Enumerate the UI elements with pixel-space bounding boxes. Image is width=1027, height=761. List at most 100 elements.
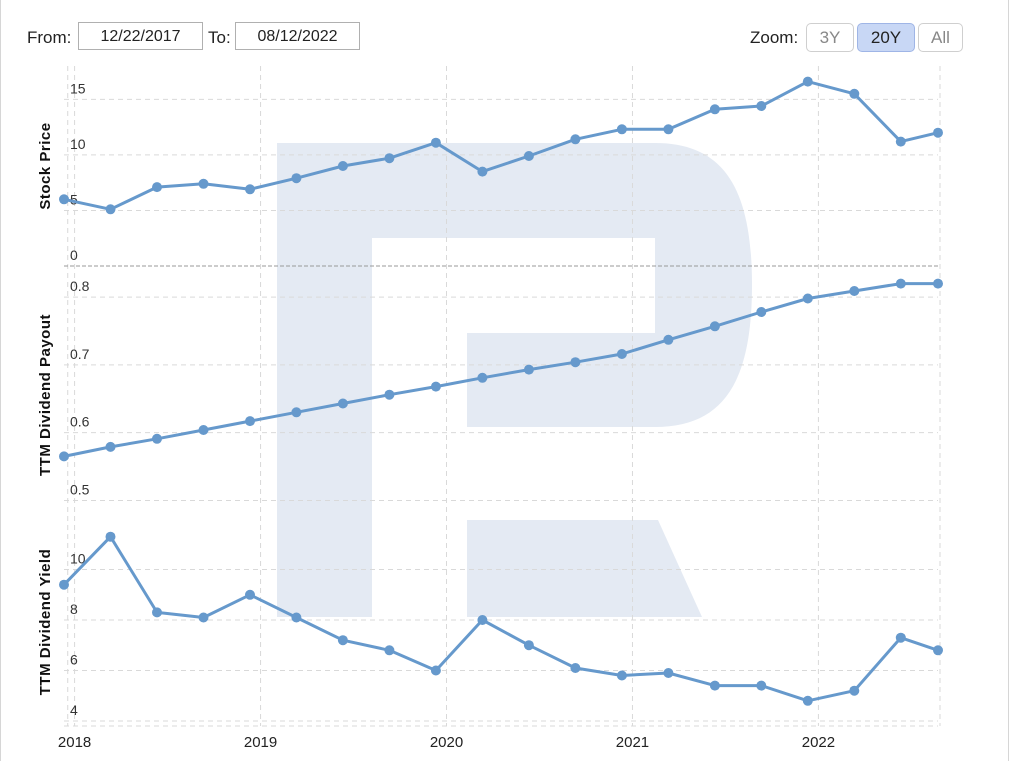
stock-price-data-point[interactable] <box>337 161 348 171</box>
dividend-payout-data-point[interactable] <box>933 278 943 289</box>
dividend-payout-axis-label: TTM Dividend Payout <box>37 314 54 476</box>
stock-price-data-point[interactable] <box>291 173 302 184</box>
dividend-yield-panel: 4 6 8 10 TTM Dividend Yield <box>37 531 943 722</box>
stock-price-data-point[interactable] <box>802 76 813 87</box>
dividend-yield-data-point[interactable] <box>384 645 395 656</box>
dividend-payout-data-point[interactable] <box>291 407 302 418</box>
dividend-yield-data-point[interactable] <box>849 685 860 696</box>
y-tick-label: 0.5 <box>70 481 90 497</box>
dividend-payout-data-point[interactable] <box>59 451 69 462</box>
x-axis: 2018 2019 2020 2021 2022 <box>58 725 938 751</box>
stock-price-data-point[interactable] <box>198 178 209 189</box>
dividend-payout-data-point[interactable] <box>337 398 348 409</box>
dividend-payout-data-point[interactable] <box>384 389 395 400</box>
stock-price-data-point[interactable] <box>663 124 674 135</box>
dividend-yield-data-point[interactable] <box>709 680 720 691</box>
stock-price-data-point[interactable] <box>709 104 720 115</box>
dividend-yield-data-point[interactable] <box>523 640 534 651</box>
dividend-payout-data-point[interactable] <box>570 357 581 368</box>
frame-left-border <box>0 0 1 761</box>
dividend-payout-series-line <box>63 282 938 458</box>
dividend-payout-panel: 0.5 0.6 0.7 0.8 TTM Dividend Payout <box>37 278 943 501</box>
stock-price-data-point[interactable] <box>616 124 627 135</box>
stock-price-data-point[interactable] <box>570 134 581 145</box>
to-date-input[interactable]: 08/12/2022 <box>235 22 360 50</box>
dividend-yield-data-point[interactable] <box>663 668 674 678</box>
dividend-payout-data-point[interactable] <box>430 381 441 392</box>
dividend-yield-data-point[interactable] <box>59 579 69 590</box>
dividend-yield-data-point[interactable] <box>198 612 209 623</box>
dividend-payout-data-point[interactable] <box>152 433 162 444</box>
dividend-yield-data-point[interactable] <box>430 665 441 676</box>
stock-price-data-point[interactable] <box>933 127 943 138</box>
x-tick-label: 2020 <box>430 734 463 751</box>
dividend-payout-data-point[interactable] <box>616 349 627 359</box>
y-tick-label: 10 <box>70 551 86 567</box>
stock-price-series-line <box>63 80 939 211</box>
dividend-payout-data-point[interactable] <box>663 334 674 345</box>
x-tick-label: 2019 <box>244 734 277 751</box>
y-tick-label: 0.8 <box>70 278 90 294</box>
stock-price-data-point[interactable] <box>59 194 69 205</box>
stock-price-data-point[interactable] <box>895 136 906 147</box>
x-tick-label: 2021 <box>616 734 649 751</box>
stock-price-data-point[interactable] <box>384 153 395 164</box>
dividend-payout-data-point[interactable] <box>709 321 720 332</box>
y-tick-label: 8 <box>70 601 78 617</box>
y-tick-label: 10 <box>70 136 86 152</box>
dividend-yield-data-point[interactable] <box>477 615 488 625</box>
stock-price-panel: 0 5 10 15 Stock Price <box>37 76 943 267</box>
stock-price-data-point[interactable] <box>756 101 767 111</box>
dividend-yield-data-point[interactable] <box>933 645 943 656</box>
dividend-yield-data-point[interactable] <box>105 531 116 542</box>
dividend-yield-data-point[interactable] <box>756 680 767 691</box>
dividend-yield-data-point[interactable] <box>616 670 627 681</box>
y-tick-label: 0.6 <box>70 414 90 430</box>
stock-price-axis-label: Stock Price <box>37 122 54 209</box>
chart-grid <box>67 66 941 726</box>
stock-price-data-point[interactable] <box>152 182 162 193</box>
x-tick-label: 2018 <box>58 734 91 751</box>
x-tick-label: 2022 <box>802 734 835 751</box>
zoom-label: Zoom: <box>750 28 799 47</box>
dividend-payout-data-point[interactable] <box>895 278 906 289</box>
dividend-payout-data-point[interactable] <box>523 364 534 375</box>
dividend-payout-data-point[interactable] <box>245 416 255 427</box>
y-tick-label: 6 <box>70 651 78 667</box>
dividend-payout-data-point[interactable] <box>849 286 860 296</box>
dividend-payout-data-point[interactable] <box>477 372 488 383</box>
from-label: From: <box>27 28 72 47</box>
dividend-yield-data-point[interactable] <box>291 612 302 623</box>
watermark-logo <box>277 143 752 617</box>
dividend-yield-data-point[interactable] <box>337 635 348 646</box>
dividend-yield-data-point[interactable] <box>570 663 581 673</box>
stock-price-data-point[interactable] <box>105 204 116 215</box>
dividend-yield-data-point[interactable] <box>152 607 162 618</box>
zoom-all-button[interactable]: All <box>918 23 963 52</box>
to-label: To: <box>208 28 231 47</box>
dividend-yield-series-line <box>62 535 939 703</box>
dividend-yield-data-point[interactable] <box>802 695 813 706</box>
dividend-payout-data-point[interactable] <box>105 441 116 452</box>
frame-right-border <box>1008 0 1009 761</box>
dividend-payout-data-point[interactable] <box>198 425 209 435</box>
dividend-yield-data-point[interactable] <box>895 632 906 643</box>
chart-panels: 0 5 10 15 Stock Price 0.5 0.6 0.7 0.8 TTM Dividen… <box>37 76 943 722</box>
zoom-20y-button[interactable]: 20Y <box>857 23 915 52</box>
y-tick-label: 0 <box>70 247 78 263</box>
y-tick-label: 15 <box>70 80 86 96</box>
stock-price-data-point[interactable] <box>849 88 860 99</box>
dividend-yield-axis-label: TTM Dividend Yield <box>37 549 54 696</box>
y-tick-label: 0.7 <box>70 346 90 362</box>
stock-price-data-point[interactable] <box>430 137 441 148</box>
stock-price-data-point[interactable] <box>477 166 488 177</box>
stock-price-data-point[interactable] <box>245 184 255 195</box>
stock-price-data-point[interactable] <box>523 151 534 161</box>
y-tick-label: 4 <box>70 702 78 718</box>
dividend-yield-data-point[interactable] <box>245 589 255 600</box>
dividend-payout-data-point[interactable] <box>756 307 767 317</box>
zoom-3y-button[interactable]: 3Y <box>806 23 854 52</box>
from-date-input[interactable]: 12/22/2017 <box>78 22 203 50</box>
dividend-payout-data-point[interactable] <box>802 293 813 304</box>
